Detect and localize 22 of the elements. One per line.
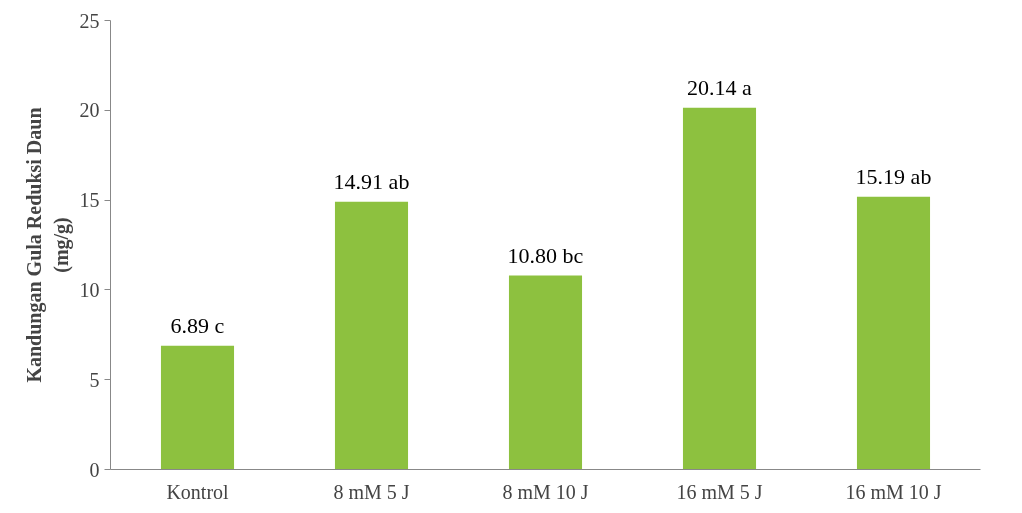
data-label: 6.89 c — [170, 312, 225, 338]
y-axis-title: Kandungan Gula Reduksi Daun (mg/g) — [23, 107, 73, 383]
bar — [856, 196, 931, 470]
y-tick-label: 10 — [79, 278, 100, 301]
data-label: 10.80 bc — [507, 242, 584, 268]
y-tick-label: 20 — [79, 99, 100, 122]
x-tick-label: Kontrol — [166, 480, 230, 503]
bar — [682, 107, 757, 470]
bar — [508, 275, 583, 470]
y-tick-label: 0 — [89, 458, 100, 481]
y-tick-label: 25 — [79, 9, 100, 32]
data-label: 14.91 ab — [333, 168, 410, 194]
x-tick-label: 8 mM 10 J — [502, 480, 589, 503]
y-tick-label: 5 — [89, 368, 100, 391]
bar — [160, 345, 235, 470]
bar — [334, 201, 409, 470]
data-label: 20.14 a — [687, 74, 753, 100]
y-tick-label: 15 — [79, 189, 100, 212]
data-label: 15.19 ab — [855, 163, 932, 189]
x-tick-label: 16 mM 10 J — [845, 480, 942, 503]
x-tick-label: 16 mM 5 J — [676, 480, 763, 503]
x-tick-label: 8 mM 5 J — [333, 480, 410, 503]
